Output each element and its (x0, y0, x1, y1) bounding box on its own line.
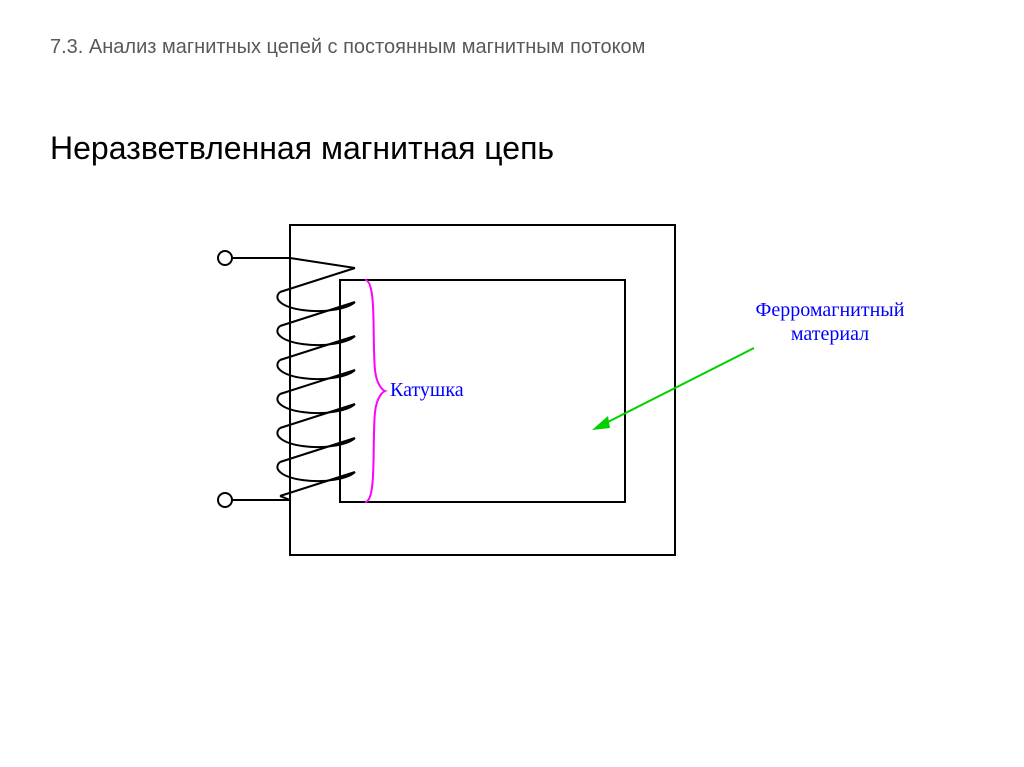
coil-label: Катушка (390, 379, 464, 401)
core-inner-rect (340, 280, 625, 502)
ferro-label-line1: Ферромагнитный (756, 299, 905, 321)
ferro-arrow-head (592, 416, 610, 430)
core-outer-rect (290, 225, 675, 555)
coil-brace (365, 280, 385, 502)
coil-terminal-top (218, 251, 232, 265)
coil-terminal-bottom (218, 493, 232, 507)
ferro-arrow-line (600, 348, 754, 426)
magnetic-circuit-diagram: Катушка Ферромагнитный материал (0, 0, 1024, 767)
ferro-label-line2: материал (791, 323, 869, 345)
